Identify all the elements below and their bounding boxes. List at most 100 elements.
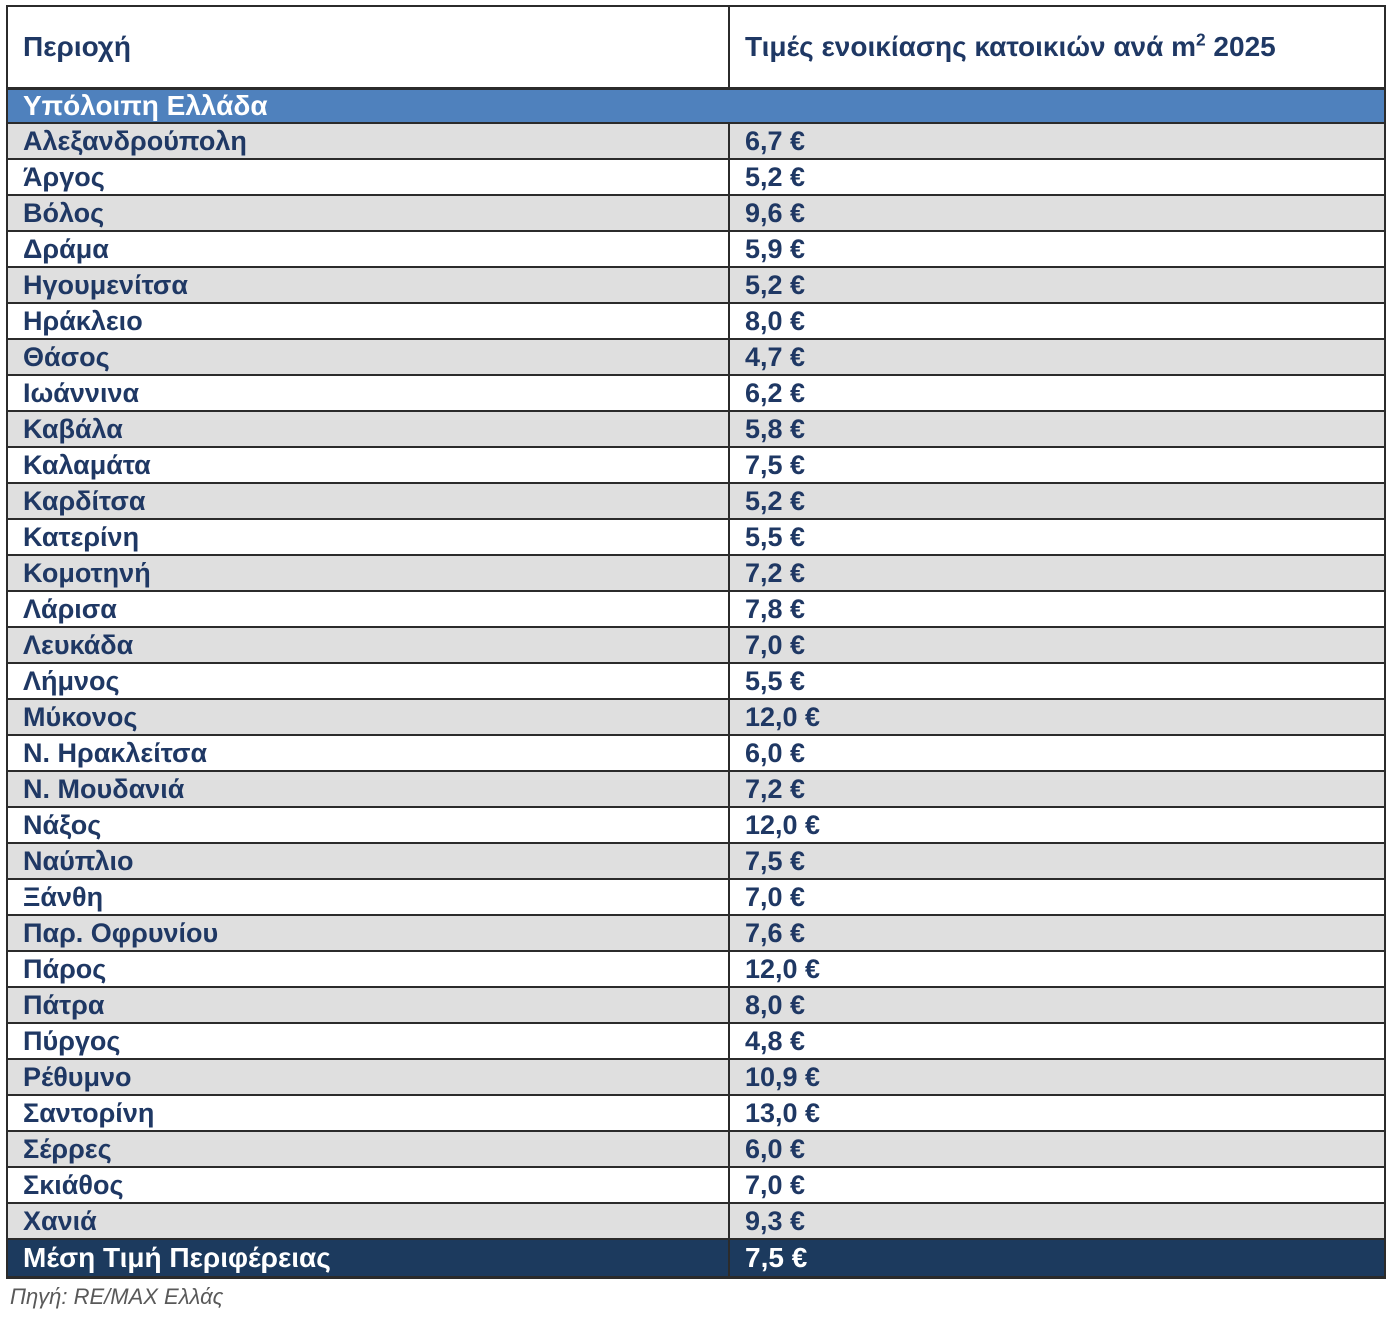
region-cell: Λήμνος <box>6 662 730 700</box>
table-row: Λήμνος 5,5 € <box>6 662 1386 700</box>
price-cell: 7,2 € <box>728 770 1386 808</box>
region-cell: Κομοτηνή <box>6 554 730 592</box>
price-cell: 7,6 € <box>728 914 1386 952</box>
table-row: Χανιά 9,3 € <box>6 1202 1386 1240</box>
rent-price-table: Περιοχή Τιμές ενοικίασης κατοικιών ανά m… <box>6 5 1386 1279</box>
price-cell: 6,2 € <box>728 374 1386 412</box>
table-row: Ν. Ηρακλείτσα 6,0 € <box>6 734 1386 772</box>
region-cell: Θάσος <box>6 338 730 376</box>
region-cell: Ρέθυμνο <box>6 1058 730 1096</box>
price-cell: 7,8 € <box>728 590 1386 628</box>
price-cell: 5,5 € <box>728 518 1386 556</box>
region-cell: Λευκάδα <box>6 626 730 664</box>
region-cell: Ηράκλειο <box>6 302 730 340</box>
region-cell: Παρ. Οφρυνίου <box>6 914 730 952</box>
region-cell: Ναύπλιο <box>6 842 730 880</box>
price-cell: 9,3 € <box>728 1202 1386 1240</box>
table-row: Αλεξανδρούπολη 6,7 € <box>6 122 1386 160</box>
price-cell: 7,2 € <box>728 554 1386 592</box>
price-cell: 7,5 € <box>728 446 1386 484</box>
table-row: Καλαμάτα 7,5 € <box>6 446 1386 484</box>
region-cell: Πάρος <box>6 950 730 988</box>
price-cell: 4,7 € <box>728 338 1386 376</box>
price-cell: 9,6 € <box>728 194 1386 232</box>
footer-value: 7,5 € <box>728 1238 1386 1279</box>
region-cell: Άργος <box>6 158 730 196</box>
table-body: Υπόλοιπη Ελλάδα Αλεξανδρούπολη 6,7 € Άργος… <box>6 87 1386 1279</box>
region-cell: Σαντορίνη <box>6 1094 730 1132</box>
section-row: Υπόλοιπη Ελλάδα <box>6 87 1386 124</box>
price-cell: 5,8 € <box>728 410 1386 448</box>
table-row: Σκιάθος 7,0 € <box>6 1166 1386 1204</box>
price-cell: 7,0 € <box>728 626 1386 664</box>
price-cell: 5,5 € <box>728 662 1386 700</box>
price-cell: 8,0 € <box>728 302 1386 340</box>
price-cell: 5,2 € <box>728 482 1386 520</box>
table-row: Πύργος 4,8 € <box>6 1022 1386 1060</box>
region-cell: Ν. Ηρακλείτσα <box>6 734 730 772</box>
price-cell: 6,7 € <box>728 122 1386 160</box>
price-cell: 12,0 € <box>728 950 1386 988</box>
table-row: Δράμα 5,9 € <box>6 230 1386 268</box>
table-row: Κομοτηνή 7,2 € <box>6 554 1386 592</box>
region-cell: Καβάλα <box>6 410 730 448</box>
region-cell: Αλεξανδρούπολη <box>6 122 730 160</box>
region-cell: Ιωάννινα <box>6 374 730 412</box>
region-cell: Κατερίνη <box>6 518 730 556</box>
region-cell: Βόλος <box>6 194 730 232</box>
table-row: Ναύπλιο 7,5 € <box>6 842 1386 880</box>
table-row: Λάρισα 7,8 € <box>6 590 1386 628</box>
region-cell: Μύκονος <box>6 698 730 736</box>
section-label: Υπόλοιπη Ελλάδα <box>6 87 1386 124</box>
table-row: Πάρος 12,0 € <box>6 950 1386 988</box>
region-cell: Καλαμάτα <box>6 446 730 484</box>
region-cell: Δράμα <box>6 230 730 268</box>
price-cell: 5,2 € <box>728 158 1386 196</box>
table-row: Παρ. Οφρυνίου 7,6 € <box>6 914 1386 952</box>
table-row: Ηγουμενίτσα 5,2 € <box>6 266 1386 304</box>
table-row: Σέρρες 6,0 € <box>6 1130 1386 1168</box>
price-cell: 13,0 € <box>728 1094 1386 1132</box>
price-cell: 7,0 € <box>728 878 1386 916</box>
column-header-price-year: 2025 <box>1205 30 1276 62</box>
price-cell: 5,9 € <box>728 230 1386 268</box>
table-row: Άργος 5,2 € <box>6 158 1386 196</box>
source-note: Πηγή: RE/MAX Ελλάς <box>10 1283 224 1309</box>
region-cell: Σκιάθος <box>6 1166 730 1204</box>
msq-superscript: 2 <box>1196 29 1206 50</box>
header-row: Περιοχή Τιμές ενοικίασης κατοικιών ανά m… <box>6 5 1386 90</box>
table-row: Ξάνθη 7,0 € <box>6 878 1386 916</box>
table-row: Ν. Μουδανιά 7,2 € <box>6 770 1386 808</box>
region-cell: Πάτρα <box>6 986 730 1024</box>
price-cell: 6,0 € <box>728 1130 1386 1168</box>
region-cell: Νάξος <box>6 806 730 844</box>
table-row: Ηράκλειο 8,0 € <box>6 302 1386 340</box>
column-header-price-text: Τιμές ενοικίασης κατοικιών ανά m <box>745 30 1196 62</box>
table-row: Σαντορίνη 13,0 € <box>6 1094 1386 1132</box>
price-cell: 12,0 € <box>728 698 1386 736</box>
table-row: Μύκονος 12,0 € <box>6 698 1386 736</box>
table-row: Κατερίνη 5,5 € <box>6 518 1386 556</box>
table-row: Καβάλα 5,8 € <box>6 410 1386 448</box>
footer-label: Μέση Τιμή Περιφέρειας <box>6 1238 730 1279</box>
region-cell: Ν. Μουδανιά <box>6 770 730 808</box>
region-cell: Πύργος <box>6 1022 730 1060</box>
price-cell: 5,2 € <box>728 266 1386 304</box>
price-cell: 6,0 € <box>728 734 1386 772</box>
table-row: Καρδίτσα 5,2 € <box>6 482 1386 520</box>
footer-row: Μέση Τιμή Περιφέρειας 7,5 € <box>6 1238 1386 1279</box>
region-cell: Λάρισα <box>6 590 730 628</box>
table-row: Θάσος 4,7 € <box>6 338 1386 376</box>
table-row: Βόλος 9,6 € <box>6 194 1386 232</box>
column-header-price: Τιμές ενοικίασης κατοικιών ανά m2 2025 <box>728 5 1386 90</box>
region-cell: Σέρρες <box>6 1130 730 1168</box>
region-cell: Καρδίτσα <box>6 482 730 520</box>
region-cell: Ηγουμενίτσα <box>6 266 730 304</box>
table-row: Πάτρα 8,0 € <box>6 986 1386 1024</box>
region-cell: Χανιά <box>6 1202 730 1240</box>
price-cell: 10,9 € <box>728 1058 1386 1096</box>
table-row: Ιωάννινα 6,2 € <box>6 374 1386 412</box>
price-cell: 12,0 € <box>728 806 1386 844</box>
region-cell: Ξάνθη <box>6 878 730 916</box>
